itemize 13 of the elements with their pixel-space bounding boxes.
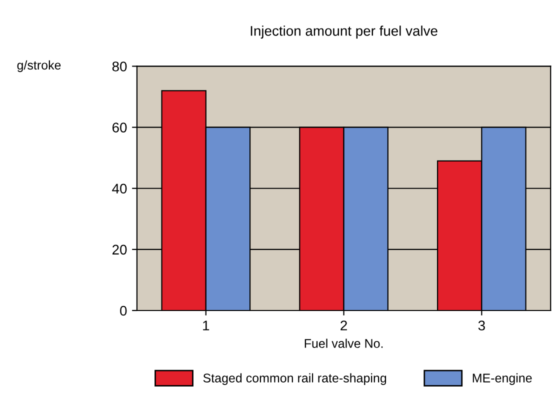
y-tick-label: 20: [112, 244, 127, 255]
x-tick-label: 2: [340, 320, 347, 330]
chart-title: Injection amount per fuel valve: [250, 26, 438, 39]
y-tick-label: 40: [112, 184, 127, 194]
legend-label: ME-engine: [472, 373, 532, 385]
x-tick-label: 3: [478, 320, 485, 330]
y-tick-label: 0: [120, 306, 127, 316]
x-axis-title: Fuel valve No.: [304, 338, 383, 348]
y-tick-label: 60: [112, 122, 127, 132]
legend-label: Staged common rail rate-shaping: [203, 373, 386, 385]
y-axis-title: g/stroke: [17, 60, 61, 72]
y-tick-label: 80: [112, 62, 127, 72]
x-tick-label: 1: [203, 320, 210, 330]
